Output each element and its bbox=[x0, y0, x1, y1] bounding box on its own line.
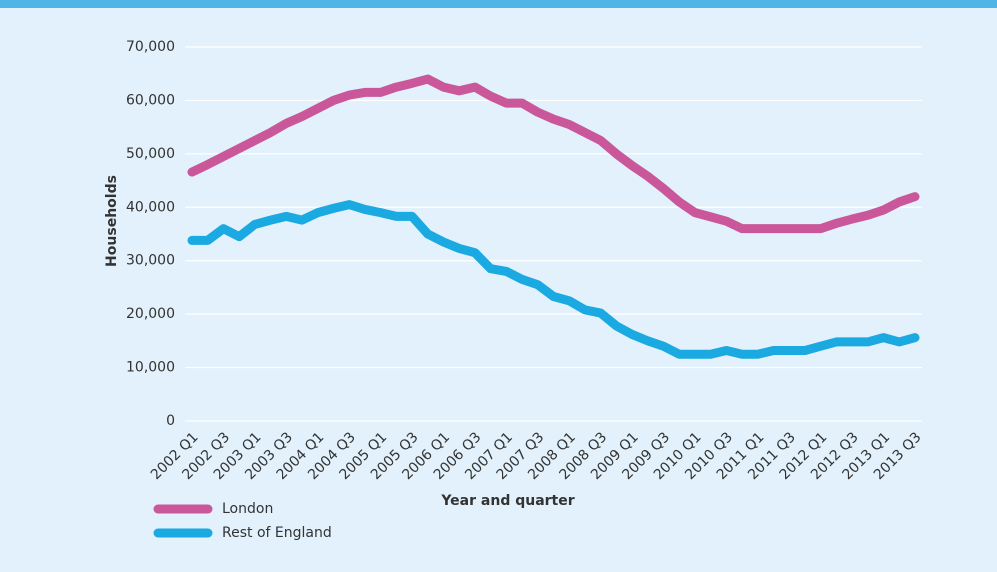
y-tick-label: 10,000 bbox=[126, 360, 175, 376]
legend-label: Rest of England bbox=[222, 525, 332, 541]
x-axis-label: Year and quarter bbox=[440, 493, 574, 509]
top-bar bbox=[0, 0, 997, 8]
y-axis-label: Households bbox=[104, 175, 120, 267]
line bbox=[187, 74, 920, 234]
y-tick-label: 60,000 bbox=[126, 92, 175, 108]
y-tick-label: 70,000 bbox=[126, 39, 175, 55]
legend-label: London bbox=[222, 501, 273, 517]
y-tick-label: 20,000 bbox=[126, 306, 175, 322]
y-tick-label: 40,000 bbox=[126, 199, 175, 215]
line bbox=[187, 200, 920, 359]
y-tick-label: 30,000 bbox=[126, 253, 175, 269]
y-tick-label: 50,000 bbox=[126, 146, 175, 162]
y-tick-label: 0 bbox=[166, 413, 175, 429]
